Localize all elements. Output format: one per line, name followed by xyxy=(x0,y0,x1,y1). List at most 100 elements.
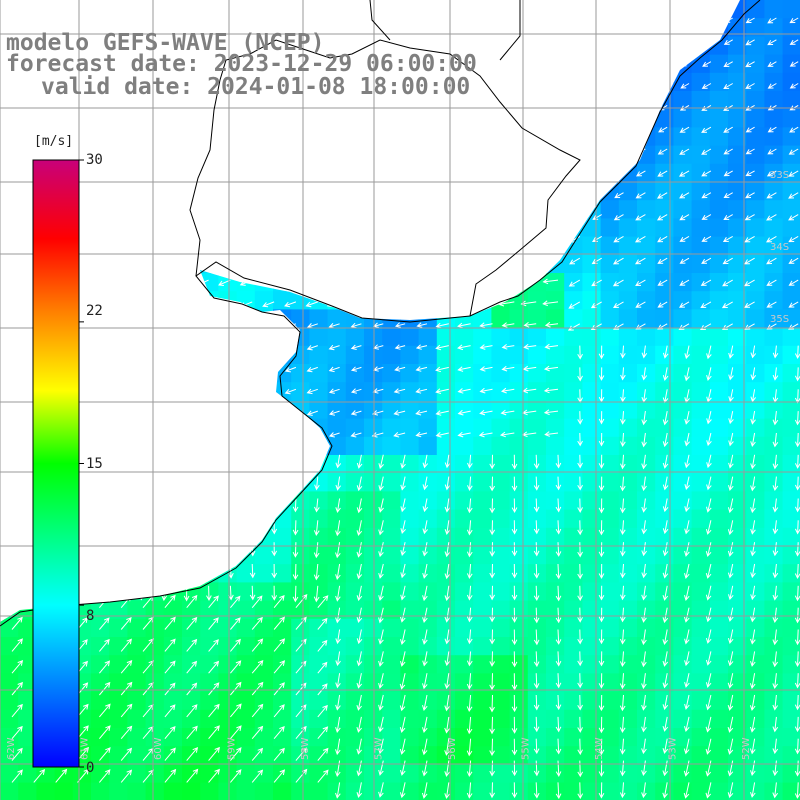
wind-cell xyxy=(709,91,729,110)
wind-cell xyxy=(746,200,765,219)
wind-cell xyxy=(764,473,784,492)
wind-cell xyxy=(0,655,19,674)
wind-cell xyxy=(345,782,365,800)
wind-arrow xyxy=(435,432,449,438)
wind-cell xyxy=(254,764,274,784)
wind-cell xyxy=(691,637,711,656)
wind-arrow xyxy=(705,520,712,535)
wind-cell xyxy=(728,382,747,401)
wind-arrow xyxy=(662,716,669,732)
wind-arrow xyxy=(577,411,583,425)
wind-cell xyxy=(491,345,511,365)
wind-arrow xyxy=(422,520,428,535)
wind-arrow xyxy=(457,431,471,438)
wind-cell xyxy=(600,345,620,365)
wind-cell xyxy=(473,618,492,638)
wind-cell xyxy=(746,236,765,256)
wind-cell xyxy=(746,364,765,383)
wind-arrow xyxy=(378,694,384,711)
wind-arrow xyxy=(356,476,363,492)
wind-cell xyxy=(618,291,638,310)
wind-cell xyxy=(109,728,128,747)
wind-cell xyxy=(709,200,729,219)
wind-arrow xyxy=(120,747,133,761)
wind-cell xyxy=(546,527,565,547)
wind-cell xyxy=(527,618,547,638)
wind-arrow xyxy=(657,279,668,286)
wind-arrow xyxy=(422,760,428,777)
wind-arrow xyxy=(292,585,299,603)
wind-cell xyxy=(418,618,438,638)
wind-arrow xyxy=(766,301,777,308)
wind-cell xyxy=(509,436,529,456)
wind-cell xyxy=(764,91,784,110)
wind-cell xyxy=(127,637,147,656)
wind-arrow xyxy=(533,542,540,557)
wind-cell xyxy=(564,637,583,656)
wind-cell xyxy=(491,400,511,420)
wind-cell xyxy=(564,564,583,583)
wind-arrow xyxy=(641,629,647,646)
wind-arrow xyxy=(635,279,646,287)
wind-cell xyxy=(127,782,147,800)
wind-arrow xyxy=(794,629,800,646)
wind-arrow xyxy=(684,498,690,513)
wind-arrow xyxy=(683,782,690,799)
wind-cell xyxy=(418,564,438,583)
wind-arrow xyxy=(706,367,712,382)
wind-cell xyxy=(691,728,711,747)
wind-cell xyxy=(600,273,620,292)
wind-cell xyxy=(418,418,438,438)
wind-cell xyxy=(382,509,401,529)
wind-cell xyxy=(509,582,529,602)
wind-cell xyxy=(564,345,583,365)
wind-cell xyxy=(655,600,674,620)
wind-cell xyxy=(254,546,274,565)
wind-cell xyxy=(728,400,747,420)
wind-cell xyxy=(200,637,219,656)
wind-arrow xyxy=(678,170,690,177)
wind-arrow xyxy=(520,300,537,307)
wind-cell xyxy=(691,54,711,74)
wind-cell xyxy=(364,364,383,383)
wind-cell xyxy=(291,564,310,583)
wind-cell xyxy=(364,473,383,492)
wind-cell xyxy=(673,382,693,401)
wind-arrow xyxy=(335,542,341,559)
wind-cell xyxy=(673,109,693,128)
wind-arrow xyxy=(728,367,734,381)
wind-cell xyxy=(182,764,201,784)
wind-cell xyxy=(782,36,800,56)
wind-cell xyxy=(400,728,420,747)
wind-cell xyxy=(273,600,292,620)
wind-arrow xyxy=(723,214,733,221)
wind-arrow xyxy=(208,682,220,696)
wind-cell xyxy=(382,709,401,729)
colorbar-unit: [m/s] xyxy=(34,134,74,149)
wind-cell xyxy=(382,327,401,347)
wind-cell xyxy=(0,673,19,693)
wind-arrow xyxy=(744,214,755,221)
wind-arrow xyxy=(684,716,690,733)
wind-arrow xyxy=(679,279,690,286)
wind-cell xyxy=(364,746,383,765)
wind-arrow xyxy=(511,476,518,492)
wind-cell xyxy=(564,400,583,420)
wind-arrow xyxy=(444,476,451,491)
wind-arrow xyxy=(555,760,562,777)
wind-cell xyxy=(600,200,620,219)
wind-arrow xyxy=(641,498,647,513)
wind-cell xyxy=(18,728,37,747)
wind-arrow xyxy=(723,83,733,90)
wind-cell xyxy=(382,764,401,784)
wind-arrow xyxy=(705,694,712,711)
wind-cell xyxy=(546,564,565,583)
wind-cell xyxy=(673,782,693,800)
wind-arrow xyxy=(727,498,734,514)
wind-cell xyxy=(364,509,383,529)
wind-arrow xyxy=(772,782,779,799)
wind-arrow xyxy=(613,235,624,243)
wind-cell xyxy=(764,728,784,747)
wind-arrow xyxy=(186,616,198,630)
wind-cell xyxy=(527,728,547,747)
